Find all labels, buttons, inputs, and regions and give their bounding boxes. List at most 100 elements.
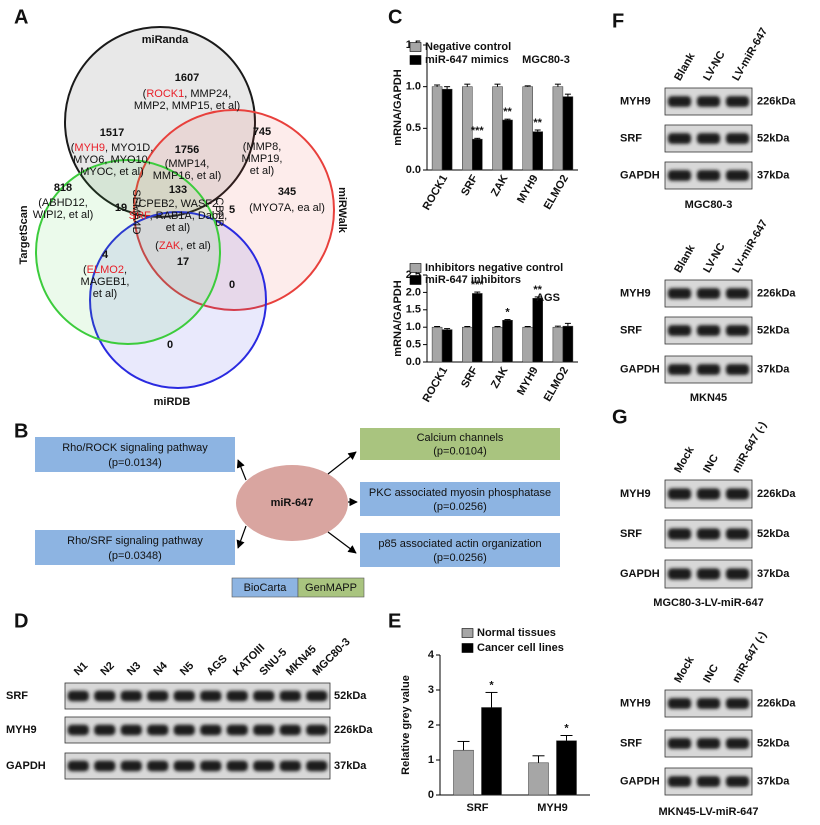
error-bar — [534, 129, 541, 132]
bar — [462, 326, 473, 363]
size-label: 226kDa — [757, 287, 796, 299]
x-tick-label: MYH9 — [537, 802, 568, 814]
venn-gene: , RAB1A, Dab2, — [150, 210, 228, 222]
pathway-name: p85 associated actin organization — [378, 538, 541, 550]
error-bar — [434, 326, 441, 328]
blot-band — [67, 760, 89, 772]
error-bar — [554, 83, 561, 87]
pathway-p: (p=0.0104) — [433, 446, 487, 458]
error-bar — [554, 325, 561, 328]
y-tick-label: 0.5 — [406, 339, 421, 351]
lane-label: LV-NC — [701, 49, 728, 83]
blot-band — [226, 690, 248, 702]
venn-vertical-label: CBFB — [213, 197, 225, 226]
blot-band — [696, 488, 721, 500]
size-label: 52kDa — [334, 690, 367, 702]
bar — [562, 325, 574, 363]
error-bar — [532, 755, 545, 763]
blot-band — [200, 690, 222, 702]
panel-label: C — [388, 6, 402, 28]
venn-genes: MYO6, MYO10, — [73, 154, 151, 166]
error-bar — [474, 291, 481, 294]
bar — [431, 86, 443, 171]
blot-band — [173, 724, 195, 736]
legend-label: Normal tissues — [477, 627, 556, 639]
blot-band — [94, 760, 116, 772]
venn-circle — [133, 109, 335, 311]
pathway-box — [35, 437, 235, 472]
size-label: 37kDa — [334, 760, 367, 772]
lane-label: N4 — [151, 659, 170, 678]
blot-band — [696, 738, 721, 749]
venn-gene: MMP19, — [242, 153, 283, 165]
blot-band — [226, 724, 248, 736]
blot-band — [667, 133, 692, 144]
bar — [431, 326, 443, 363]
lane-label: Mock — [672, 444, 697, 475]
error-bar — [434, 84, 441, 87]
size-label: 226kDa — [334, 724, 373, 736]
error-bar — [524, 85, 531, 87]
blot-band — [725, 133, 750, 144]
protein-label: SRF — [620, 528, 642, 540]
significance: *** — [471, 279, 485, 291]
x-tick-label: ZAK — [489, 365, 511, 391]
bar — [502, 319, 513, 363]
x-tick-label: SRF — [467, 802, 489, 814]
blot-band — [667, 738, 692, 749]
blot-band — [725, 325, 750, 336]
chart-annotation: AGS — [536, 292, 560, 304]
blot-band — [200, 760, 222, 772]
venn-gene: et al) — [93, 288, 117, 300]
blot-band — [725, 738, 750, 749]
pathway-name: PKC associated myosin phosphatase — [369, 487, 551, 499]
venn-count: 0 — [167, 339, 173, 351]
lane-label: AGS — [204, 653, 229, 678]
legend-label: Negative control — [425, 41, 511, 53]
venn-gene: ZAK — [159, 240, 181, 252]
blot-band — [147, 690, 169, 702]
venn-genes: (CPEB2, WASF2, — [135, 198, 221, 210]
legend-label: Inhibitors negative control — [425, 262, 563, 274]
blot-band — [173, 690, 195, 702]
bar — [481, 707, 502, 796]
error-bar — [485, 691, 498, 708]
blot-caption: MGC80-3 — [685, 199, 733, 211]
venn-gene: ROCK1 — [146, 88, 184, 100]
venn-genes: MMP16, et al) — [153, 170, 221, 182]
blot-band — [147, 760, 169, 772]
blot-band — [667, 528, 692, 540]
venn-genes: MYOC, et al) — [80, 166, 144, 178]
venn-count: 19 — [115, 202, 127, 214]
venn-genes: MMP19, — [242, 153, 283, 165]
venn-vertical-label: SEMA4D — [130, 189, 142, 234]
protein-label: SRF — [620, 737, 642, 749]
blot-caption: MKN45-LV-miR-647 — [658, 806, 758, 818]
blot-band — [147, 724, 169, 736]
error-bar — [494, 326, 501, 328]
pathway-box — [360, 533, 560, 567]
x-tick-label: SRF — [459, 173, 481, 198]
legend-swatch — [409, 275, 422, 285]
panel-label: E — [388, 610, 401, 632]
venn-genes: et al) — [166, 222, 190, 234]
significance: * — [505, 306, 510, 318]
error-bar — [564, 322, 571, 327]
error-bar — [494, 83, 501, 87]
error-bar — [444, 86, 451, 90]
blot-caption: MGC80-3-LV-miR-647 — [653, 597, 763, 609]
lane-label: N2 — [98, 660, 116, 678]
blot-band — [696, 364, 721, 375]
protein-label: MYH9 — [620, 697, 651, 709]
blot-band — [173, 760, 195, 772]
venn-gene: MYOC, et al) — [80, 166, 144, 178]
venn-genes: MMP2, MMP15, et al) — [134, 100, 240, 112]
venn-genes: (MYH9, MYO1D, — [71, 142, 154, 154]
legend-swatch — [409, 263, 422, 273]
protein-label: GAPDH — [6, 760, 46, 772]
blot-band — [667, 364, 692, 375]
significance: *** — [471, 125, 485, 137]
venn-set-label: miRWalk — [336, 187, 348, 234]
venn-gene: , MMP24, — [184, 88, 231, 100]
